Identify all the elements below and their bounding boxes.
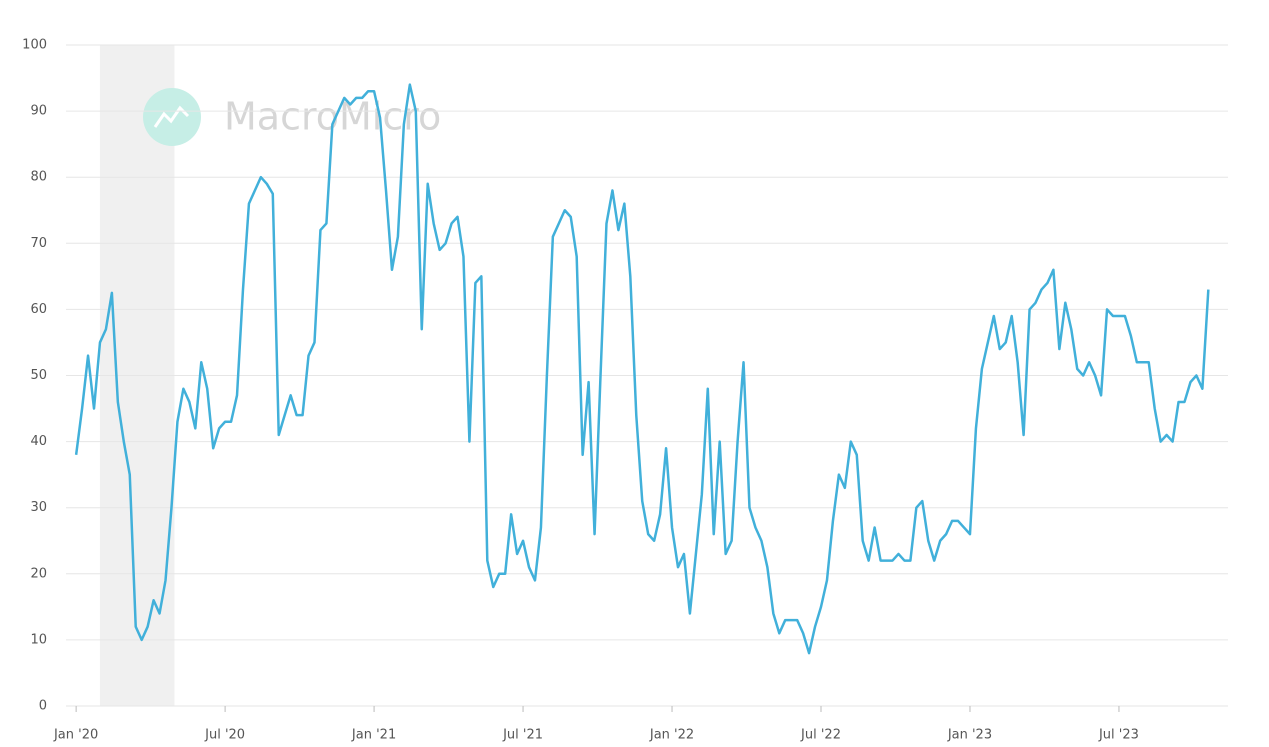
x-tick-label: Jan '22 <box>649 728 694 743</box>
x-tick-label: Jul '20 <box>204 728 245 743</box>
y-tick-label: 50 <box>30 368 47 383</box>
grid-layer: 0 10 20 30 40 50 60 70 80 90 100 Jan '20 Jul '20 Jan … <box>22 38 1228 743</box>
x-tick-label: Jul '21 <box>502 728 543 743</box>
data-line <box>74 83 1210 655</box>
y-tick-label: 70 <box>30 236 47 251</box>
y-tick-label: 100 <box>22 38 47 53</box>
x-tick-label: Jul '23 <box>1098 728 1139 743</box>
y-tick-label: 0 <box>39 699 47 714</box>
y-tick-label: 20 <box>30 566 47 581</box>
y-tick-label: 10 <box>30 632 47 647</box>
plot-layer <box>74 83 1210 655</box>
x-tick-label: Jul '22 <box>800 728 841 743</box>
y-tick-label: 60 <box>30 302 47 317</box>
x-tick-label: Jan '20 <box>53 728 98 743</box>
y-tick-label: 90 <box>30 104 47 119</box>
y-tick-label: 30 <box>30 500 47 515</box>
y-tick-label: 40 <box>30 434 47 449</box>
y-tick-label: 80 <box>30 170 47 185</box>
x-tick-label: Jan '23 <box>947 728 992 743</box>
x-tick-label: Jan '21 <box>351 728 396 743</box>
watermark: MacroMicro <box>143 88 441 146</box>
